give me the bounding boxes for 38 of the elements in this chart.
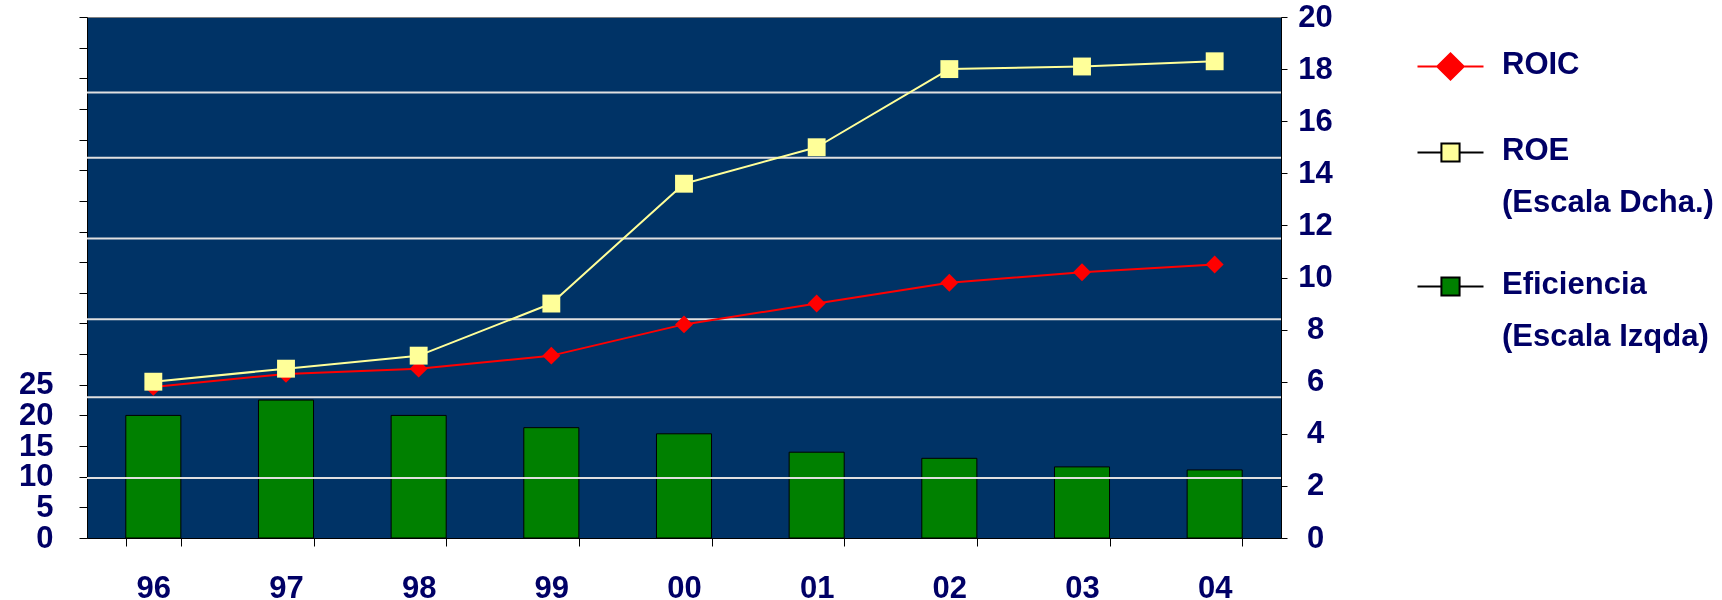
legend-label: ROE (Escala Dcha.) (1502, 131, 1714, 219)
y2-tick-label: 8 (1306, 311, 1325, 347)
point (1073, 57, 1091, 76)
point (940, 273, 959, 292)
y2-tick-label: 16 (1298, 102, 1333, 138)
legend-label: Eficiencia (Escala Izqda) (1502, 265, 1709, 353)
point (542, 294, 561, 313)
x-tick-label: 97 (269, 569, 304, 600)
legend-label: ROIC (1502, 45, 1580, 81)
point (1205, 52, 1224, 71)
x-tick-label: 01 (799, 569, 835, 600)
point (807, 294, 826, 313)
point (1073, 263, 1091, 282)
point (807, 138, 826, 157)
x-tick-label: 96 (136, 569, 172, 600)
y2-tick-label: 6 (1306, 363, 1325, 399)
y2-tick-label: 0 (1306, 519, 1325, 555)
point (144, 372, 163, 391)
point (940, 60, 959, 79)
point (277, 359, 295, 378)
point (542, 346, 561, 365)
y2-tick-label: 2 (1306, 467, 1325, 503)
x-tick-label: 98 (401, 569, 437, 600)
point (675, 174, 693, 193)
x-tick-label: 02 (932, 569, 968, 600)
x-tick-label: 00 (667, 569, 702, 600)
point (1205, 255, 1224, 274)
y2-tick-label: 14 (1298, 154, 1334, 190)
x-tick-label: 04 (1197, 569, 1234, 600)
x-tick-label: 99 (534, 569, 570, 600)
y2-tick-label: 18 (1298, 50, 1333, 86)
point (409, 346, 428, 365)
y2-tick-label: 10 (1298, 259, 1333, 294)
point (675, 315, 693, 334)
y2-tick-label: 4 (1306, 415, 1325, 451)
x-tick-label: 03 (1065, 569, 1100, 600)
y2-tick-label: 12 (1298, 206, 1333, 242)
y2-tick-label: 20 (1298, 0, 1333, 34)
